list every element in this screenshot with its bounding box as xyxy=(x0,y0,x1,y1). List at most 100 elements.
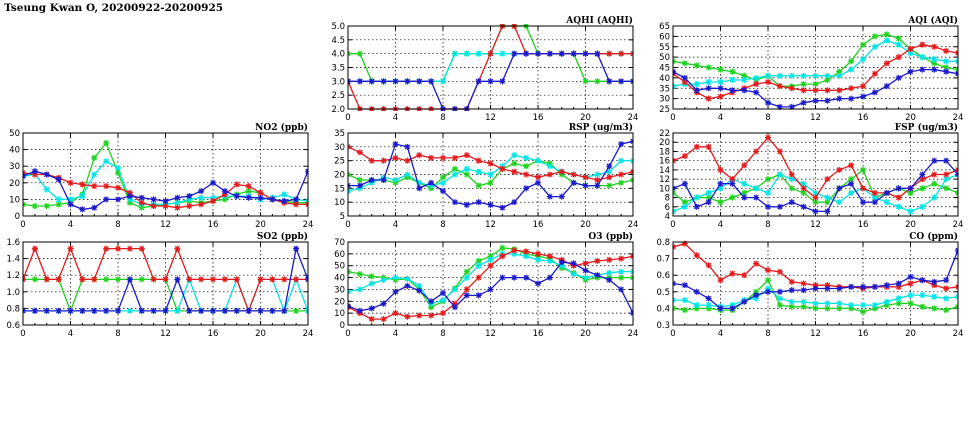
data-point-green xyxy=(606,182,613,189)
data-point-green xyxy=(705,194,712,201)
x-tick-label: 20 xyxy=(255,220,266,230)
data-point-cyan xyxy=(717,79,724,86)
data-point-blue xyxy=(416,185,423,192)
data-point-blue xyxy=(126,276,133,283)
data-point-green xyxy=(943,185,950,192)
data-point-blue xyxy=(895,74,902,81)
data-point-green xyxy=(594,78,601,85)
data-point-red xyxy=(475,274,482,281)
data-point-green xyxy=(943,307,950,314)
data-point-blue xyxy=(729,180,736,187)
data-point-blue xyxy=(883,189,890,196)
data-point-blue xyxy=(570,260,577,267)
data-point-cyan xyxy=(43,186,50,193)
data-point-red xyxy=(717,166,724,173)
data-point-blue xyxy=(871,89,878,96)
data-point-green xyxy=(293,307,300,314)
x-tick-label: 24 xyxy=(953,329,964,339)
data-point-red xyxy=(475,157,482,164)
data-point-red xyxy=(741,272,748,279)
data-point-red xyxy=(836,166,843,173)
data-point-red xyxy=(233,276,240,283)
data-point-cyan xyxy=(943,295,950,302)
data-point-green xyxy=(356,177,363,184)
data-point-cyan xyxy=(535,157,541,164)
data-point-red xyxy=(931,282,938,289)
plot-frame xyxy=(347,132,634,217)
data-point-cyan xyxy=(558,262,565,269)
data-point-blue xyxy=(257,194,264,201)
x-tick-label: 0 xyxy=(20,329,25,339)
data-point-blue xyxy=(356,182,363,189)
y-tick-label: 18 xyxy=(659,147,670,157)
data-point-blue xyxy=(511,199,518,206)
data-point-red xyxy=(487,262,494,269)
data-point-blue xyxy=(523,185,530,192)
data-point-blue xyxy=(186,193,193,200)
data-point-blue xyxy=(428,179,435,186)
data-point-green xyxy=(860,41,866,48)
data-point-blue xyxy=(451,199,458,206)
data-point-blue xyxy=(380,78,387,85)
data-point-blue xyxy=(582,182,589,189)
data-point-red xyxy=(150,276,157,283)
y-tick-label: 65 xyxy=(659,22,670,32)
data-point-red xyxy=(55,276,62,283)
data-point-red xyxy=(582,260,589,267)
data-point-blue xyxy=(741,194,748,201)
data-point-red xyxy=(618,50,625,57)
data-point-blue xyxy=(907,185,914,192)
data-point-blue xyxy=(570,179,577,186)
data-point-cyan xyxy=(836,199,843,206)
data-point-red xyxy=(293,201,300,208)
data-point-blue xyxy=(871,199,878,206)
x-tick-label: 16 xyxy=(858,220,869,230)
data-point-cyan xyxy=(788,176,795,183)
data-point-red xyxy=(463,152,470,159)
data-point-cyan xyxy=(812,300,819,307)
data-point-cyan xyxy=(582,274,589,281)
data-point-red xyxy=(788,278,795,285)
data-point-red xyxy=(753,260,760,267)
data-point-red xyxy=(836,87,843,94)
data-point-blue xyxy=(150,307,157,314)
y-tick-label: 4 xyxy=(665,212,670,222)
data-point-blue xyxy=(558,259,565,266)
data-point-green xyxy=(475,182,482,189)
data-point-red xyxy=(919,41,926,48)
x-tick-label: 20 xyxy=(905,329,916,339)
data-point-green xyxy=(55,201,62,208)
data-point-blue xyxy=(753,194,760,201)
data-point-blue xyxy=(753,292,760,299)
data-point-red xyxy=(67,179,74,186)
data-point-cyan xyxy=(475,262,482,269)
data-point-green xyxy=(800,303,807,310)
data-point-cyan xyxy=(463,50,470,57)
data-point-red xyxy=(380,157,387,164)
data-point-cyan xyxy=(741,76,748,83)
data-point-green xyxy=(499,244,506,251)
data-point-cyan xyxy=(440,297,446,304)
data-point-blue xyxy=(368,78,375,85)
data-point-green xyxy=(907,189,914,196)
data-point-green xyxy=(618,179,625,186)
x-tick-label: 12 xyxy=(810,329,821,339)
data-point-red xyxy=(812,282,819,289)
data-point-blue xyxy=(895,185,902,192)
chart-so2: 0.6 0.8 1.0 1.2 1.4 1.6 0 4 8 12 16 20 24 SO2 (ppb) xyxy=(6,231,313,339)
data-point-red xyxy=(717,93,724,100)
data-point-blue xyxy=(233,307,240,314)
data-point-cyan xyxy=(570,271,577,278)
y-tick-label: 1.0 xyxy=(6,288,20,298)
data-point-blue xyxy=(594,272,601,279)
data-point-green xyxy=(848,58,855,65)
data-point-blue xyxy=(269,307,276,314)
data-point-green xyxy=(836,68,843,75)
x-tick-label: 16 xyxy=(208,329,219,339)
data-point-red xyxy=(138,245,145,252)
chart-aqhi: 2.0 2.5 3.0 3.5 4.0 4.5 5.0 0 4 8 12 16 20 24 AQHI (AQ… xyxy=(331,15,638,123)
x-tick-label: 8 xyxy=(115,329,120,339)
data-point-blue xyxy=(440,289,446,296)
data-point-red xyxy=(463,286,470,293)
